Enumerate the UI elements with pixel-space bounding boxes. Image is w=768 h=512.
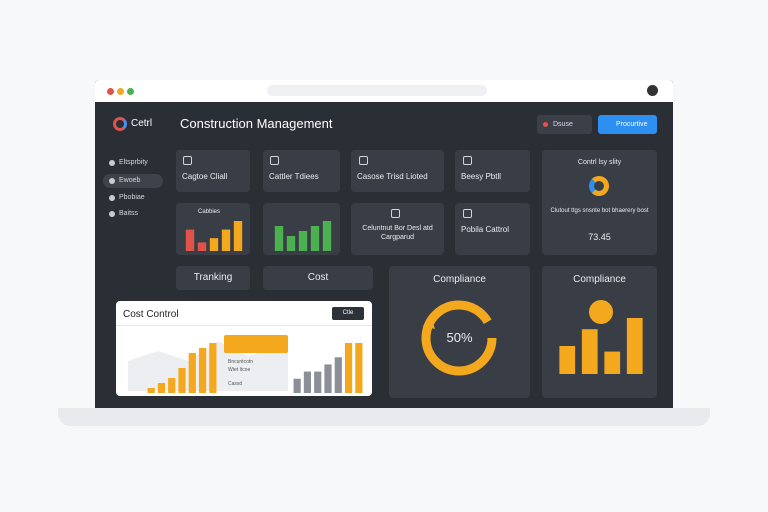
bar: [197, 242, 207, 251]
button-label: Dsuse: [553, 121, 573, 128]
tab[interactable]: Tranking: [176, 266, 250, 290]
bar: [274, 226, 284, 251]
icon: [463, 156, 472, 165]
bar: [298, 231, 308, 251]
card-title: Compliance: [433, 274, 486, 285]
card-label: Beesy Pbtll: [461, 172, 502, 181]
donut: [421, 300, 497, 376]
sidebar-item[interactable]: Ewoeb: [103, 174, 163, 188]
card[interactable]: Beesy Pbtll: [455, 150, 530, 192]
bar: [209, 238, 219, 251]
icon: [359, 156, 368, 165]
card[interactable]: [263, 203, 340, 255]
bar: [147, 388, 155, 393]
window-dot: [127, 88, 134, 95]
avatar[interactable]: [647, 85, 658, 96]
card-label: Cabbies: [198, 209, 221, 215]
summary-text: Clutout ttgs snsnte bot bhaerery bost: [550, 208, 649, 214]
bar: [559, 346, 576, 374]
card[interactable]: Cattler Tdiees: [263, 150, 340, 192]
icon: [463, 209, 472, 218]
mini-chart: [559, 318, 643, 374]
bar: [185, 229, 195, 251]
logo: Cetrl: [131, 118, 153, 129]
donut-ring: [421, 300, 497, 376]
worker-icon: [589, 300, 613, 324]
compliance-card[interactable]: Compliance: [542, 266, 657, 398]
bar: [198, 348, 207, 393]
card-label: Celuntnut Bor Desl atd Cargparud: [362, 225, 433, 241]
window-dot: [117, 88, 124, 95]
icon: [270, 156, 279, 165]
mini-chart: [147, 343, 217, 393]
address-bar[interactable]: [267, 85, 487, 96]
logo-icon: [113, 117, 127, 131]
bar: [188, 353, 196, 393]
bar: [344, 343, 353, 393]
summary-title: Contrl lsy slity: [577, 159, 622, 166]
card[interactable]: Cagtoe Cliall: [176, 150, 250, 192]
bar: [293, 378, 301, 393]
tooltip: [224, 335, 288, 353]
laptop-base: [58, 408, 710, 426]
card-label: Pobila Cattrol: [461, 225, 510, 234]
arrow: [423, 316, 435, 329]
icon: [183, 156, 192, 165]
button[interactable]: Dsuse: [537, 115, 592, 134]
divider: [116, 325, 372, 326]
sidebar-item[interactable]: Pbobiae: [103, 191, 163, 205]
bar: [355, 343, 363, 393]
bar: [310, 226, 320, 251]
button[interactable]: Ctle: [332, 307, 364, 320]
bar: [221, 229, 231, 251]
mini-chart: [293, 343, 363, 393]
bar: [209, 343, 217, 393]
panel-title: Cost Control: [123, 309, 179, 320]
compliance-value: 50%: [446, 330, 473, 345]
card-label: Casose Trisd Lioted: [357, 172, 428, 181]
sidebar-item[interactable]: Baitss: [103, 207, 163, 221]
button-icon: [543, 122, 548, 127]
app-title: Construction Management: [180, 116, 333, 131]
tab[interactable]: Cost: [263, 266, 373, 290]
bar: [157, 383, 166, 393]
card-label: Cagtoe Cliall: [182, 172, 228, 181]
card[interactable]: Celuntnut Bor Desl atd Cargparud: [351, 203, 444, 255]
summary-icon: [589, 176, 609, 196]
summary-value: 73.45: [588, 232, 611, 242]
button[interactable]: Procurtive: [598, 115, 657, 134]
bar: [168, 378, 176, 393]
bar: [334, 357, 342, 393]
summary-card[interactable]: Contrl lsy slity Clutout ttgs snsnte bot…: [542, 150, 657, 255]
icon: [391, 209, 400, 218]
card[interactable]: Casose Trisd Lioted: [351, 150, 444, 192]
mini-chart: [274, 221, 332, 251]
bar: [581, 329, 598, 374]
cost-control-panel[interactable]: Cost Control Ctle Bncuntcotn Wtet ltcoe …: [116, 301, 372, 396]
card-label: Cattler Tdiees: [269, 172, 319, 181]
compliance-card[interactable]: Compliance 50%: [389, 266, 530, 398]
panel-bg: [128, 341, 288, 391]
panel-label: Cassd: [228, 381, 243, 387]
card-title: Compliance: [573, 274, 626, 285]
bar: [626, 318, 643, 374]
card[interactable]: Pobila Cattrol: [455, 203, 530, 255]
bar: [604, 351, 621, 374]
bar: [322, 221, 332, 251]
bar: [314, 371, 322, 393]
panel-label: Bncuntcotn: [228, 359, 254, 365]
dashboard: Cetrl Construction Management Dsuse Proc…: [95, 80, 673, 408]
bar: [303, 371, 312, 393]
bar: [286, 236, 296, 251]
browser-bar: [95, 80, 673, 102]
bar: [324, 364, 332, 393]
bar: [233, 221, 243, 251]
card[interactable]: Cabbies: [176, 203, 250, 255]
window-dot: [107, 88, 114, 95]
sidebar-item[interactable]: Eltsprbity: [103, 156, 163, 170]
panel-label: Wtet ltcoe: [228, 367, 251, 373]
bar: [178, 368, 186, 393]
mini-chart: [185, 221, 243, 251]
